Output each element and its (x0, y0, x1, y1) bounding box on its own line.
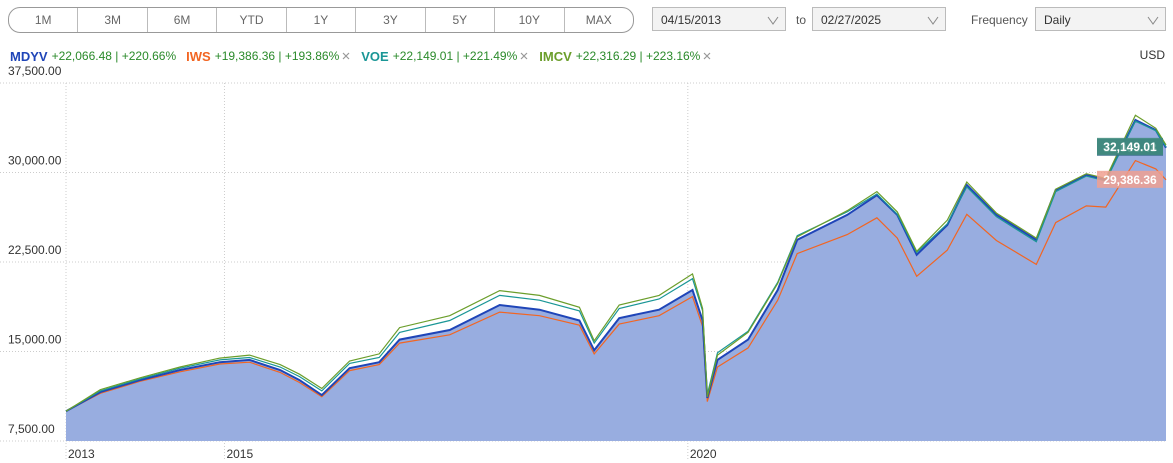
frequency: Daily (1044, 13, 1071, 27)
remove-icon[interactable] (339, 51, 351, 61)
value-label: 32,149.01 (1103, 140, 1157, 154)
range-button[interactable]: 10Y (494, 8, 563, 32)
line (65, 120, 1167, 412)
end-label: 32,149.01 (1097, 137, 1163, 155)
legend-name: IWS (186, 48, 211, 64)
x-tick-label: 2013 (68, 447, 95, 461)
y-tick-label: 22,500.00 (8, 243, 62, 257)
area (66, 120, 1166, 441)
range-button[interactable]: 3M (77, 8, 146, 32)
x-tick-label: 2015 (226, 447, 253, 461)
legend-change: +22,066.48 | +220.66% (51, 49, 177, 63)
start-date-input[interactable]: 04/15/2013 (652, 7, 786, 31)
range-button[interactable]: 1M (34, 13, 52, 27)
y-tick-label: 37,500.00 (8, 64, 62, 78)
y-tick-label: 15,000.00 (8, 333, 62, 347)
chevron (767, 16, 779, 25)
end-label: 29,386.36 (1097, 170, 1163, 188)
range-button[interactable]: YTD (216, 8, 285, 32)
legend-change: +22,149.01 | +221.49% (392, 49, 518, 63)
legend-item: VOE +22,149.01 | +221.49% (361, 49, 529, 64)
legend-change: +19,386.36 | +193.86% (214, 49, 340, 63)
legend-item: IWS +19,386.36 | +193.86% (186, 49, 351, 64)
y-tick-label: 30,000.00 (8, 154, 62, 168)
line (65, 114, 1167, 412)
legend-name: MDYV (10, 48, 48, 64)
frequency-select[interactable]: Daily (1035, 7, 1166, 31)
currency: USD (1139, 48, 1165, 62)
line (65, 159, 1167, 412)
end-date: 02/27/2025 (821, 13, 882, 27)
remove-icon[interactable] (700, 51, 712, 61)
legend-item: IMCV +22,316.29 | +223.16% (539, 49, 712, 64)
chevron (927, 16, 939, 25)
legend-name: IMCV (539, 48, 572, 64)
frequency-label: Frequency (971, 13, 1028, 27)
line (65, 118, 1167, 413)
y-tick-label: 7,500.00 (8, 422, 55, 436)
legend-change: +22,316.29 | +223.16% (575, 49, 701, 63)
range-button[interactable]: 6M (146, 8, 216, 32)
range-selector: 1M 3M 6M YTD 1Y 3Y 5Y 10Y MAX (8, 7, 634, 33)
legend: MDYV +22,066.48 | +220.66% IWS +19,386.36 |… (10, 47, 722, 65)
end-date-input[interactable]: 02/27/2025 (812, 7, 946, 31)
range-button[interactable]: MAX (563, 8, 633, 32)
remove-icon[interactable] (517, 51, 529, 61)
x-tick-label: 2020 (690, 447, 717, 461)
to-label: to (796, 13, 807, 27)
end-label-box (1097, 137, 1163, 155)
legend-name: VOE (361, 48, 389, 64)
range-button[interactable]: 3Y (355, 8, 424, 32)
legend-item: MDYV +22,066.48 | +220.66% (10, 49, 176, 64)
range-button[interactable]: 5Y (424, 8, 494, 32)
end-label-box (1097, 170, 1163, 188)
start-date: 04/15/2013 (661, 13, 722, 27)
value-label: 29,386.36 (1103, 173, 1157, 187)
chevron (1147, 16, 1159, 25)
range-button[interactable]: 1Y (285, 8, 355, 32)
